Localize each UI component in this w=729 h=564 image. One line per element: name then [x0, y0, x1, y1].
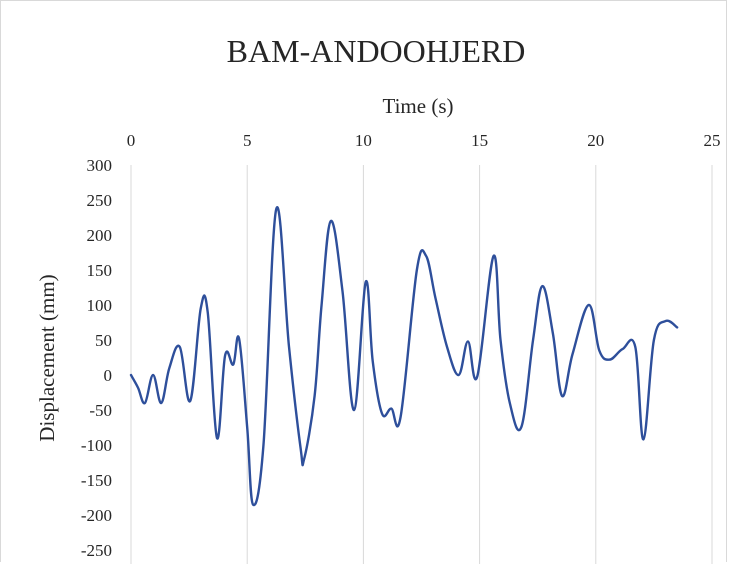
chart-title: BAM-ANDOOHJERD — [227, 33, 526, 69]
y-tick-label: 250 — [87, 191, 113, 210]
x-tick-labels: 0 5 10 15 20 25 — [127, 131, 721, 150]
y-tick-label: 150 — [87, 261, 113, 280]
y-tick-label: 0 — [104, 366, 113, 385]
x-tick-label: 20 — [587, 131, 604, 150]
y-tick-label: -250 — [81, 541, 112, 560]
y-tick-label: -100 — [81, 436, 112, 455]
x-tick-label: 5 — [243, 131, 252, 150]
y-tick-label: 50 — [95, 331, 112, 350]
x-tick-label: 10 — [355, 131, 372, 150]
y-tick-label: 200 — [87, 226, 113, 245]
x-tick-label: 25 — [704, 131, 721, 150]
x-axis-title: Time (s) — [383, 94, 454, 118]
y-tick-label: -200 — [81, 506, 112, 525]
y-tick-label: 300 — [87, 156, 113, 175]
x-tick-label: 0 — [127, 131, 136, 150]
series-layer — [129, 206, 679, 507]
y-tick-label: -150 — [81, 471, 112, 490]
x-tick-label: 15 — [471, 131, 488, 150]
y-tick-label: -50 — [89, 401, 112, 420]
displacement-series-line — [129, 206, 679, 507]
y-tick-label: 100 — [87, 296, 113, 315]
y-axis-title: Displacement (mm) — [35, 274, 59, 441]
y-tick-labels: 300 250 200 150 100 50 0 -50 -100 -150 -200 -250 — [81, 156, 112, 560]
gridlines — [130, 165, 713, 564]
